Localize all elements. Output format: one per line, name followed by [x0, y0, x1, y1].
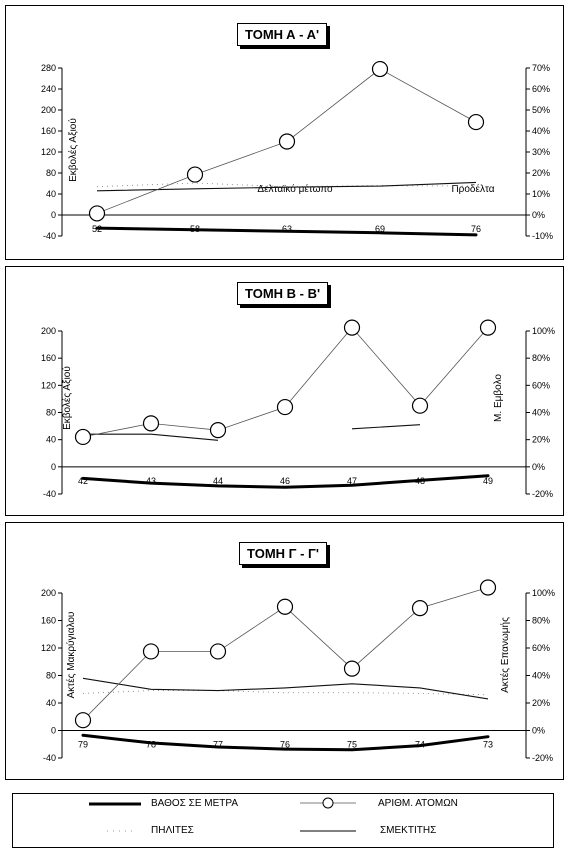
legend-item-depth: ΒΑΘΟΣ ΣΕ ΜΕΤΡΑ	[87, 798, 238, 809]
chart-legend: ΒΑΘΟΣ ΣΕ ΜΕΤΡΑ ΑΡΙΘΜ. ΑΤΟΜΩΝ ΠΗΛΙΤΕΣ ΣΜΕ…	[12, 793, 554, 848]
legend-item-smectite: ΣΜΕΚΤΙΤΗΣ	[298, 825, 436, 836]
depth-line-icon	[89, 802, 141, 805]
chart-panel-c	[5, 522, 564, 780]
chart-title-b: ΤΟΜΗ Β - Β'	[237, 282, 329, 305]
chart-panel-b	[5, 266, 564, 516]
chart-panel-a	[5, 5, 564, 260]
thin-line-icon	[300, 830, 356, 831]
legend-item-count: ΑΡΙΘΜ. ΑΤΟΜΩΝ	[298, 796, 458, 810]
dotted-line-icon	[107, 830, 133, 831]
circle-marker-icon	[300, 797, 356, 809]
chart-title-a: ΤΟΜΗ Α - Α'	[237, 23, 328, 46]
legend-label-count: ΑΡΙΘΜ. ΑΤΟΜΩΝ	[378, 797, 458, 809]
legend-label-silts: ΠΗΛΙΤΕΣ	[151, 825, 194, 836]
legend-item-silts: ΠΗΛΙΤΕΣ	[105, 825, 194, 836]
legend-label-smectite: ΣΜΕΚΤΙΤΗΣ	[380, 825, 437, 836]
chart-title-c: ΤΟΜΗ Γ - Γ'	[239, 542, 327, 565]
legend-label-depth: ΒΑΘΟΣ ΣΕ ΜΕΤΡΑ	[151, 798, 238, 809]
